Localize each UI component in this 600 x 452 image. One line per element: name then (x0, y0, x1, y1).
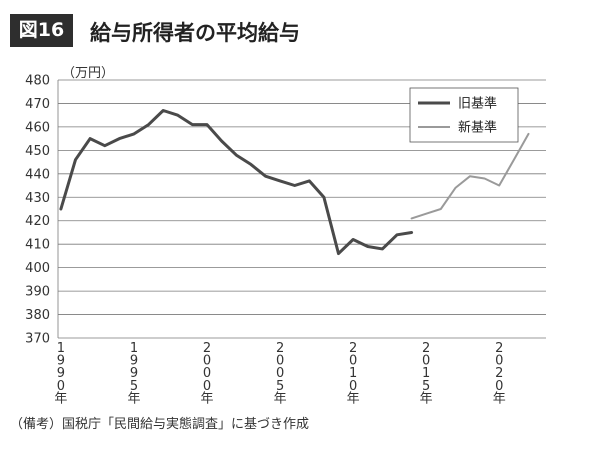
series-line-1 (59, 109, 414, 256)
series-lines (59, 109, 530, 256)
legend-box (409, 87, 519, 143)
y-tick-label: 410 (25, 238, 50, 253)
y-tick-label: 450 (25, 144, 50, 159)
figure-number-badge: 図16 (10, 14, 73, 47)
source-note: （備考）国税庁「民間給与実態調査」に基づき作成 (10, 417, 310, 432)
legend-label-1: 旧基準 (458, 96, 497, 112)
series-line-2 (410, 132, 530, 220)
y-tick-label: 420 (25, 214, 50, 229)
legend-label-2: 新基準 (458, 120, 497, 136)
y-tick-label: 370 (25, 332, 50, 347)
y-tick-label: 470 (25, 97, 50, 112)
y-tick-label: 430 (25, 191, 50, 206)
y-tick-label: 390 (25, 285, 50, 300)
y-tick-label: 400 (25, 261, 50, 276)
y-tick-label: 480 (25, 74, 50, 89)
y-axis-unit-label: （万円） (62, 66, 115, 81)
y-tick-label: 440 (25, 167, 50, 182)
y-tick-label: 460 (25, 120, 50, 135)
x-axis-ticks: 1 9 9 0 年 1 9 9 5 年 2 0 0 0 年 2 0 0 5 年 2 0 1 0 年 2 0 1 5 年 2 0 2 0 年 (54, 341, 505, 406)
gridlines (57, 79, 546, 339)
chart-title: 給与所得者の平均給与 (90, 21, 300, 45)
y-axis-ticks: 370 380 390 400 410 420 430 440 450 460 470 480 (25, 74, 50, 347)
y-tick-label: 380 (25, 308, 50, 323)
